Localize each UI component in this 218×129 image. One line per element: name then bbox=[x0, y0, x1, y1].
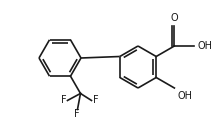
Text: F: F bbox=[74, 110, 79, 119]
Text: F: F bbox=[61, 95, 66, 106]
Text: OH: OH bbox=[197, 41, 212, 51]
Text: OH: OH bbox=[177, 91, 192, 101]
Text: O: O bbox=[170, 13, 178, 23]
Text: F: F bbox=[93, 95, 98, 106]
